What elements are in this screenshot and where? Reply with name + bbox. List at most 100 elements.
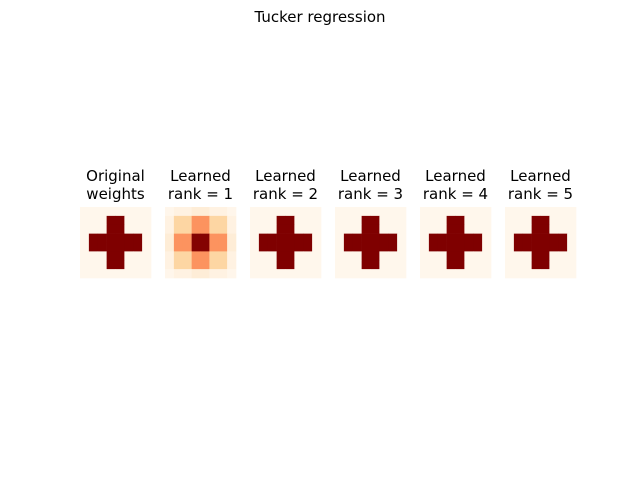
heatmap-cell xyxy=(464,251,474,261)
heatmap-cell xyxy=(294,224,304,234)
heatmap-cell xyxy=(397,242,407,252)
heatmap-cell xyxy=(303,251,313,261)
heatmap-cell xyxy=(428,215,439,226)
heatmap-cell xyxy=(397,251,407,261)
heatmap-cell xyxy=(173,215,184,226)
heatmap-cell xyxy=(428,224,439,234)
heatmap-cell xyxy=(294,242,304,252)
heatmap-cell xyxy=(567,233,577,243)
heatmap-cell xyxy=(80,215,90,226)
heatmap-cell xyxy=(258,269,269,279)
heatmap-cell xyxy=(482,215,492,226)
heatmap-cell xyxy=(567,242,577,252)
heatmap-cell xyxy=(191,269,201,279)
heatmap-cell xyxy=(505,224,515,234)
heatmap-cell xyxy=(285,207,295,217)
heatmap-cell xyxy=(522,215,532,226)
heatmap-cell xyxy=(370,269,380,279)
heatmap-cell xyxy=(531,251,541,261)
heatmap-cell xyxy=(379,242,389,252)
heatmap-cell xyxy=(182,251,192,261)
heatmap-cell xyxy=(437,242,447,252)
heatmap-cell xyxy=(142,224,152,234)
heatmap-cell xyxy=(361,215,371,226)
heatmap-cell xyxy=(370,260,380,270)
heatmap-cell xyxy=(312,251,322,261)
heatmap-cell xyxy=(312,260,322,270)
heatmap-cell xyxy=(558,269,568,279)
heatmap-cell xyxy=(505,207,515,217)
heatmap-cell xyxy=(455,215,465,226)
heatmap-cell xyxy=(80,207,90,217)
heatmap-cell xyxy=(379,215,389,226)
heatmap-cell xyxy=(191,224,201,234)
heatmap-cell xyxy=(446,269,456,279)
heatmap-cell xyxy=(182,233,192,243)
heatmap-cell xyxy=(482,233,492,243)
heatmap-cell xyxy=(115,233,125,243)
heatmap-cell xyxy=(343,260,354,270)
heatmap-cell xyxy=(285,269,295,279)
heatmap-cell xyxy=(258,242,269,252)
heatmap-cell xyxy=(531,215,541,226)
heatmap-cell xyxy=(276,207,286,217)
heatmap-cell xyxy=(165,269,175,279)
heatmap-cell xyxy=(267,215,277,226)
heatmap-cell xyxy=(312,215,322,226)
panel-title-line-1: Learned xyxy=(425,167,486,185)
heatmap-cell xyxy=(115,207,125,217)
heatmap-cell xyxy=(294,260,304,270)
heatmap-cell xyxy=(335,269,345,279)
heatmap-cell xyxy=(531,224,541,234)
heatmap-cell xyxy=(540,260,550,270)
heatmap-cell xyxy=(312,233,322,243)
heatmap-cell xyxy=(428,260,439,270)
heatmap-cell xyxy=(200,215,210,226)
heatmap-cell xyxy=(227,260,237,270)
heatmap-cell xyxy=(352,233,362,243)
figure-title: Tucker regression xyxy=(253,8,385,26)
panel-title-line-1: Original xyxy=(86,167,145,185)
heatmap-cell xyxy=(455,224,465,234)
heatmap-cell xyxy=(88,207,99,217)
heatmap-cell xyxy=(549,233,559,243)
heatmap-cell xyxy=(455,242,465,252)
heatmap-cell xyxy=(97,242,107,252)
heatmap-cell xyxy=(258,215,269,226)
heatmap-cell xyxy=(80,224,90,234)
heatmap-cell xyxy=(464,207,474,217)
heatmap-cell xyxy=(446,251,456,261)
heatmap-cell xyxy=(522,224,532,234)
heatmap-cell xyxy=(558,224,568,234)
heatmap-cell xyxy=(513,233,524,243)
heatmap-cell xyxy=(513,242,524,252)
heatmap-cell xyxy=(191,215,201,226)
panel-title-line-1: Learned xyxy=(510,167,571,185)
heatmap-cell xyxy=(173,207,184,217)
heatmap-cell xyxy=(437,207,447,217)
heatmap-cell xyxy=(397,233,407,243)
panel-title-line-2: rank = 1 xyxy=(168,185,233,203)
heatmap-cell xyxy=(549,207,559,217)
heatmap-cell xyxy=(473,224,483,234)
heatmap-cell xyxy=(106,242,116,252)
heatmap-cell xyxy=(258,260,269,270)
heatmap-cell xyxy=(361,242,371,252)
heatmap-cell xyxy=(464,224,474,234)
heatmap-cell xyxy=(446,242,456,252)
heatmap-cell xyxy=(335,215,345,226)
heatmap-cell xyxy=(397,260,407,270)
heatmap-cell xyxy=(531,269,541,279)
heatmap-cell xyxy=(312,207,322,217)
heatmap-cell xyxy=(165,207,175,217)
heatmap-cell xyxy=(165,233,175,243)
heatmap-cell xyxy=(88,251,99,261)
heatmap-cell xyxy=(540,269,550,279)
heatmap-cell xyxy=(182,242,192,252)
heatmap-cell xyxy=(505,242,515,252)
heatmap-cell xyxy=(361,251,371,261)
heatmap-cell xyxy=(567,251,577,261)
heatmap-cell xyxy=(106,224,116,234)
heatmap-cell xyxy=(428,242,439,252)
